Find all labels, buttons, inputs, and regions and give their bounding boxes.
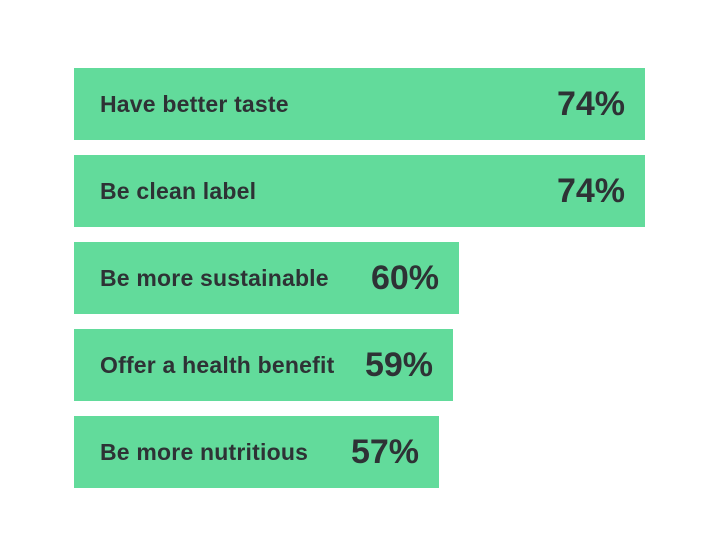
bar-value: 74%: [556, 84, 625, 123]
bar-label: Be more nutritious: [100, 438, 309, 465]
bar-label: Be more sustainable: [100, 264, 329, 291]
bar-offer-a-health-benefit: Offer a health benefit 59%: [74, 329, 453, 401]
bar-label: Have better taste: [100, 90, 289, 117]
bar-value: 74%: [556, 171, 625, 210]
bar-label: Be clean label: [100, 177, 257, 204]
bar-value: 60%: [370, 258, 439, 297]
bar-be-more-sustainable: Be more sustainable 60%: [74, 242, 459, 314]
bar-chart: Have better taste 74% Be clean label 74%…: [74, 68, 645, 488]
bar-label: Offer a health benefit: [100, 351, 335, 378]
bar-be-clean-label: Be clean label 74%: [74, 155, 645, 227]
bar-be-more-nutritious: Be more nutritious 57%: [74, 416, 439, 488]
bar-value: 57%: [350, 432, 419, 471]
bar-have-better-taste: Have better taste 74%: [74, 68, 645, 140]
bar-value: 59%: [364, 345, 433, 384]
